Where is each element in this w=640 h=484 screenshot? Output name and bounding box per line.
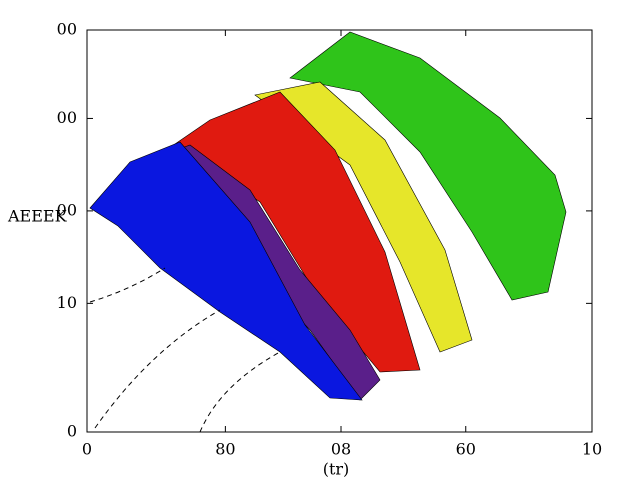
x-tick-label: 0 (82, 440, 92, 459)
guide-curves (89, 267, 281, 433)
x-tick-label: 60 (456, 440, 476, 459)
x-axis-label: (tr) (323, 460, 350, 479)
y-axis-label: AEEEK (7, 207, 68, 226)
surface (89, 31, 567, 401)
guide-curve (94, 309, 221, 429)
y-tick-label: 00 (57, 20, 77, 39)
surface-band-green (289, 31, 567, 301)
x-tick-label: 80 (215, 440, 235, 459)
y-tick-label: 00 (57, 200, 77, 219)
guide-curve (199, 351, 281, 433)
y-tick-label: 00 (57, 108, 77, 127)
y-tick-label: 0 (67, 422, 77, 441)
plot-frame (86, 29, 593, 433)
guide-curve (89, 267, 166, 303)
surface-band-blue (89, 141, 363, 401)
surface-band-yellow (254, 81, 473, 353)
x-tick-label: 08 (331, 440, 351, 459)
x-tick-label: 10 (582, 440, 602, 459)
y-tick-label: 10 (57, 293, 77, 312)
